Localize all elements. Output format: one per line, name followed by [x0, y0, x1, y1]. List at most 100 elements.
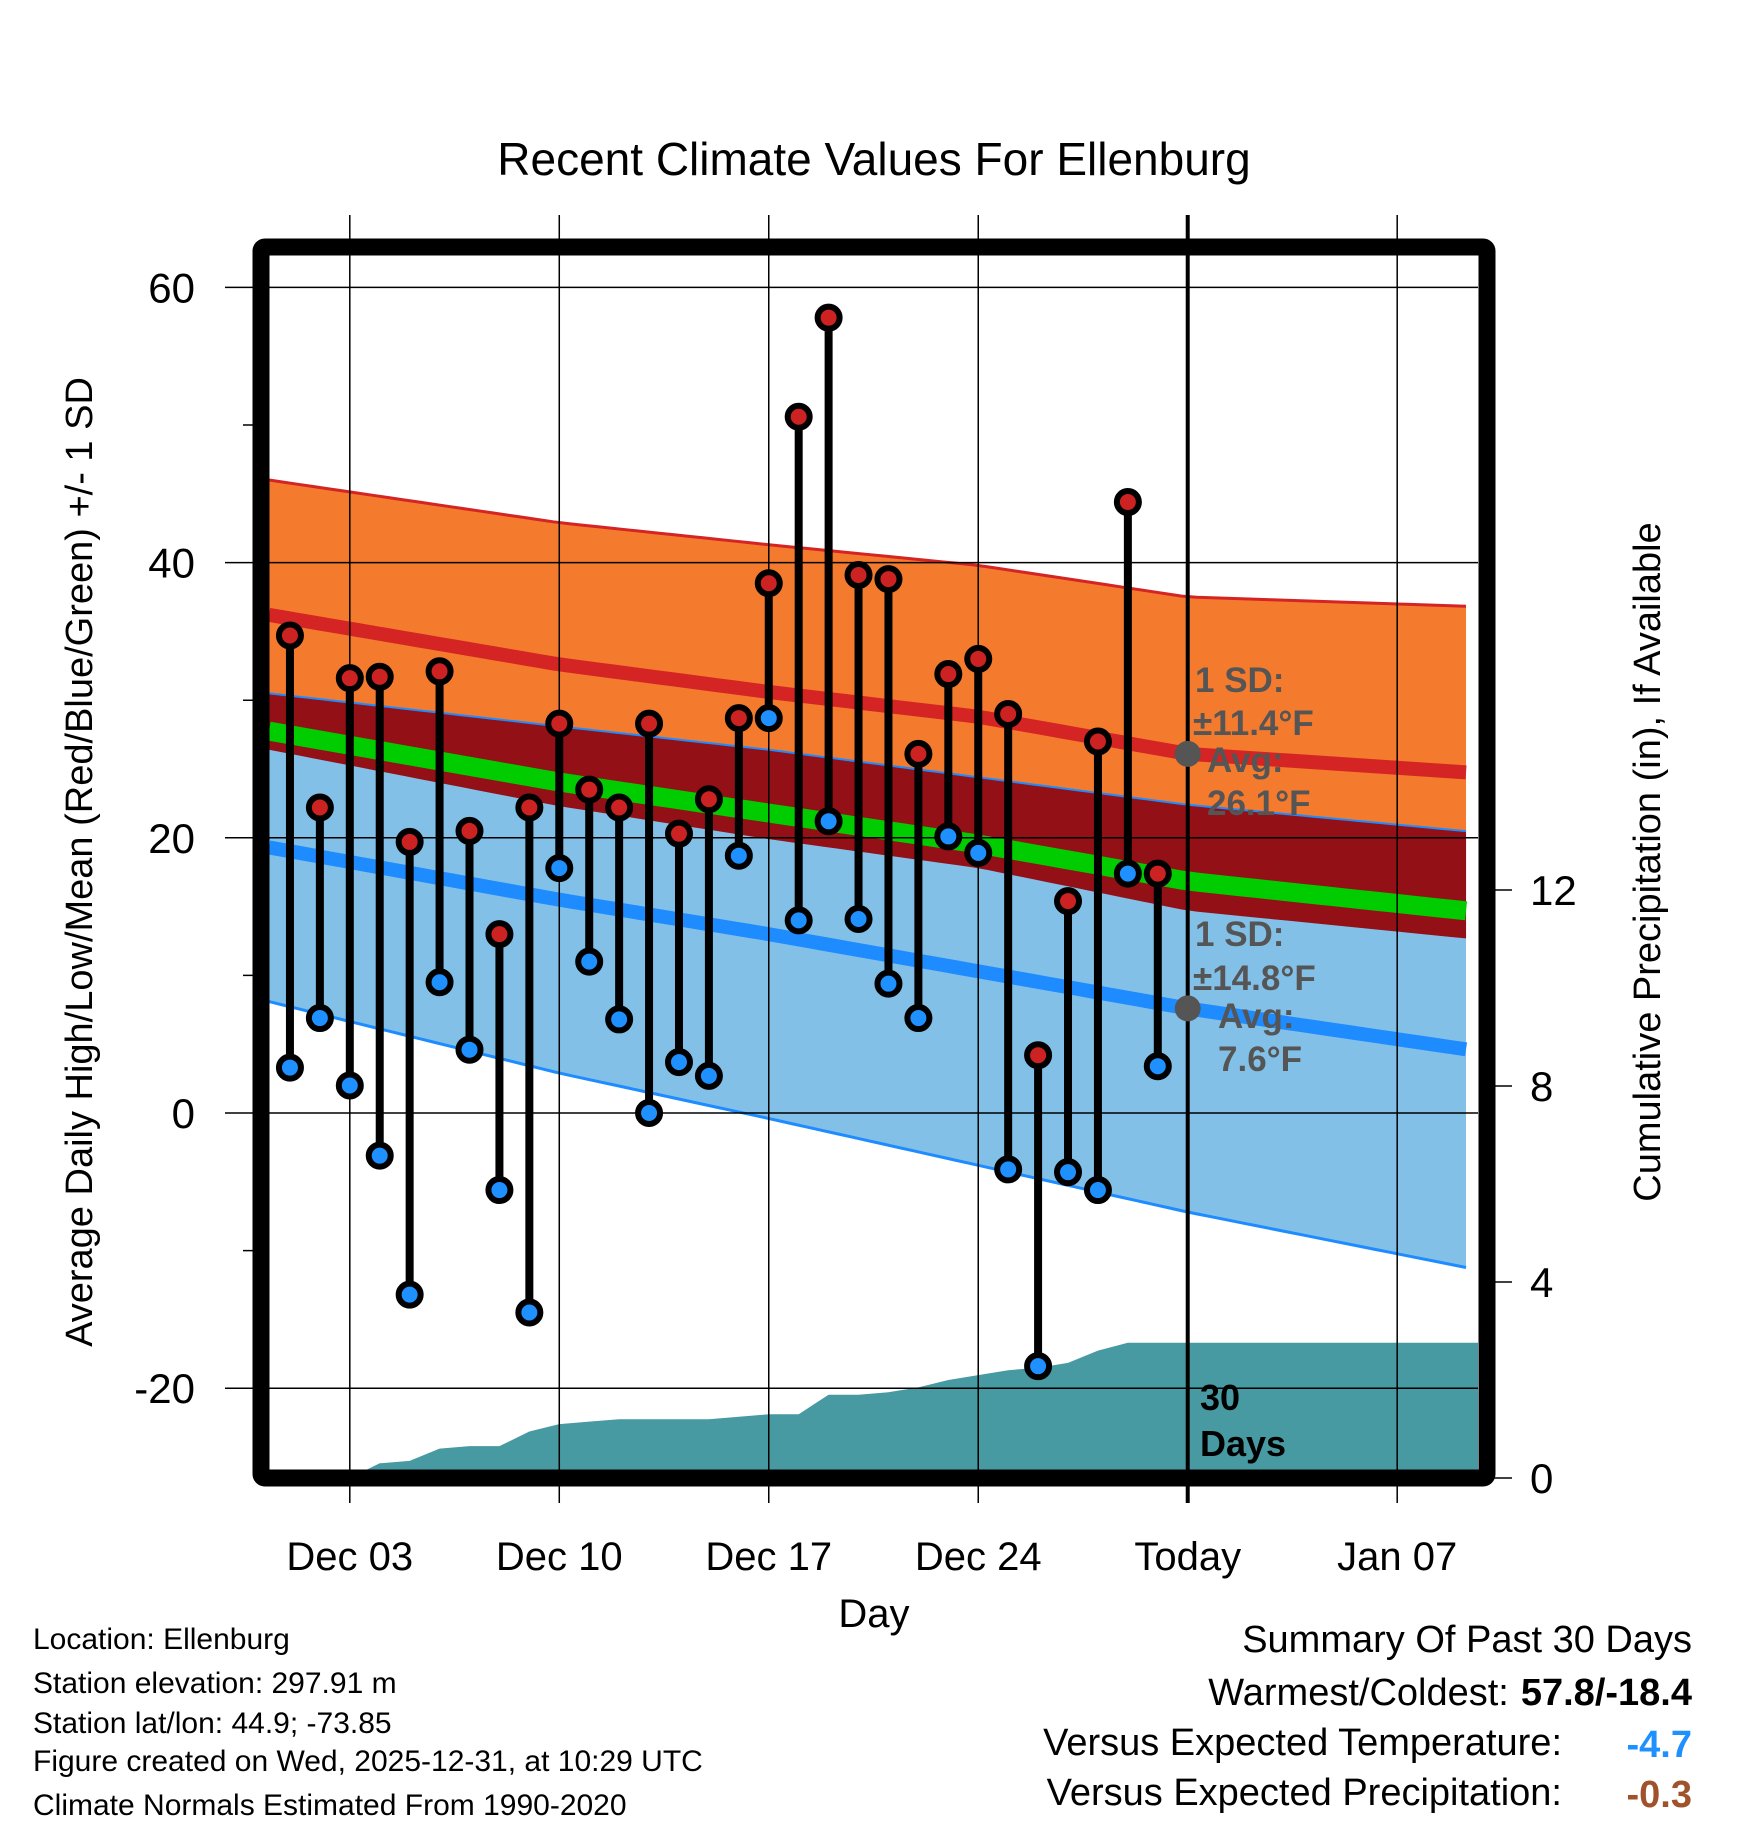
daily-low-point — [275, 1053, 304, 1082]
daily-low-point — [605, 1005, 634, 1034]
high-avg-value: 26.1°F — [1207, 784, 1311, 823]
low-sd-value: ±14.8°F — [1193, 959, 1316, 998]
y2-tick-label: 0 — [1530, 1455, 1553, 1502]
warmest-label: Warmest/Coldest: — [1208, 1672, 1509, 1714]
daily-low-point — [994, 1155, 1023, 1184]
daily-low-point — [335, 1071, 364, 1100]
daily-high-point — [1054, 887, 1083, 916]
daily-low-point — [904, 1004, 933, 1033]
daily-high-point — [724, 704, 753, 733]
daily-high-point — [844, 560, 873, 589]
daily-low-point — [964, 838, 993, 867]
daily-low-point — [844, 904, 873, 933]
daily-high-point — [814, 303, 843, 332]
precip-value: -0.3 — [1627, 1774, 1692, 1816]
daily-high-point — [605, 793, 634, 822]
x-axis-label: Day — [838, 1592, 909, 1636]
daily-high-point — [1083, 727, 1112, 756]
daily-low-point — [635, 1099, 664, 1127]
daily-high-point — [395, 827, 424, 856]
daily-low-point — [395, 1280, 424, 1309]
daily-low-point — [1143, 1052, 1172, 1081]
temp-value: -4.7 — [1627, 1724, 1692, 1766]
daily-low-point — [545, 854, 574, 883]
footer-latlon: Station lat/lon: 44.9; -73.85 — [33, 1707, 392, 1740]
daily-high-point — [575, 775, 604, 804]
daily-high-point — [994, 699, 1023, 728]
daily-high-point — [664, 819, 693, 848]
y-tick-label: 40 — [148, 540, 195, 587]
daily-high-point — [934, 660, 963, 689]
y-tick-label: 60 — [148, 264, 195, 311]
y-tick-label: 0 — [172, 1090, 195, 1137]
daily-high-point — [305, 793, 334, 822]
daily-low-point — [365, 1141, 394, 1170]
daily-low-point — [305, 1004, 334, 1033]
low-avg-value: 7.6°F — [1218, 1040, 1302, 1079]
low-avg-label: Avg: — [1218, 997, 1294, 1036]
daily-low-point — [425, 968, 454, 997]
daily-low-point — [754, 704, 783, 733]
y2-tick-label: 4 — [1530, 1259, 1553, 1306]
daily-high-point — [904, 739, 933, 768]
today-high-avg-marker — [1174, 740, 1201, 767]
annotations: 1 SD: ±11.4°F Avg: 26.1°F 1 SD: ±14.8°F … — [1193, 661, 1316, 1464]
high-avg-label: Avg: — [1207, 741, 1283, 780]
footer-info: Location: Ellenburg Station elevation: 2… — [33, 1623, 703, 1822]
high-sd-value: ±11.4°F — [1193, 704, 1314, 743]
daily-high-point — [275, 621, 304, 650]
daily-low-point — [455, 1035, 484, 1064]
daily-low-point — [784, 906, 813, 935]
daily-high-point — [1113, 488, 1142, 517]
daily-low-point — [1113, 859, 1142, 888]
y-tick-label: 20 — [148, 815, 195, 862]
days-count: 30 — [1200, 1377, 1240, 1418]
y2-axis-label: Cumulative Precipitation (in), If Availa… — [1627, 522, 1669, 1201]
warmest-value: 57.8/-18.4 — [1521, 1672, 1692, 1714]
daily-high-point — [1143, 859, 1172, 888]
chart-title: Recent Climate Values For Ellenburg — [497, 133, 1250, 185]
plot-area — [267, 478, 1478, 1478]
daily-low-point — [1024, 1352, 1053, 1381]
x-tick-label: Today — [1134, 1535, 1241, 1579]
x-tick-label: Jan 07 — [1337, 1535, 1457, 1579]
daily-high-point — [545, 709, 574, 738]
footer-normals: Climate Normals Estimated From 1990-2020 — [33, 1789, 627, 1822]
daily-low-point — [515, 1298, 544, 1327]
daily-high-point — [335, 664, 364, 693]
daily-high-point — [784, 402, 813, 431]
x-tick-label: Dec 24 — [915, 1535, 1042, 1579]
daily-high-point — [365, 662, 394, 691]
daily-low-point — [664, 1048, 693, 1077]
daily-low-point — [1083, 1176, 1112, 1205]
low-upper-line — [268, 692, 1467, 833]
footer-elevation: Station elevation: 297.91 m — [33, 1667, 397, 1700]
high-upper-line — [268, 478, 1467, 608]
daily-low-point — [934, 822, 963, 851]
y-tick-label: -20 — [134, 1365, 195, 1412]
daily-high-point — [754, 569, 783, 598]
summary-title: Summary Of Past 30 Days — [1242, 1619, 1692, 1661]
plot-frame — [252, 238, 1496, 1487]
daily-high-point — [515, 793, 544, 822]
high-sd-label: 1 SD: — [1195, 661, 1284, 700]
footer-location: Location: Ellenburg — [33, 1623, 290, 1656]
x-tick-label: Dec 03 — [286, 1535, 413, 1579]
x-tick-label: Dec 17 — [705, 1535, 832, 1579]
daily-high-point — [455, 816, 484, 845]
days-word: Days — [1200, 1423, 1286, 1464]
daily-low-point — [874, 969, 903, 998]
today-low-avg-marker — [1174, 995, 1201, 1022]
low-sd-label: 1 SD: — [1195, 915, 1284, 954]
daily-low-point — [575, 947, 604, 976]
daily-high-point — [485, 920, 514, 949]
x-tick-label: Dec 10 — [496, 1535, 623, 1579]
daily-high-point — [964, 644, 993, 673]
normal-high-line — [267, 607, 1467, 780]
daily-high-point — [425, 657, 454, 686]
y2-tick-label: 12 — [1530, 867, 1577, 914]
daily-high-point — [1024, 1041, 1053, 1070]
daily-high-point — [874, 565, 903, 594]
